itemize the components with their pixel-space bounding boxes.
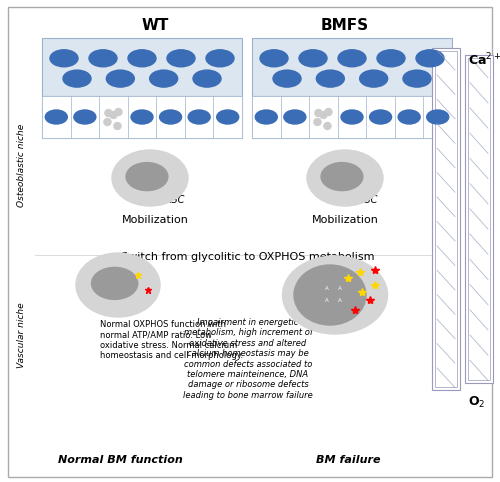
Text: Impairment in energetic
metabolism, high increment of
oxidative stress and alter: Impairment in energetic metabolism, high… [183, 318, 313, 400]
Ellipse shape [131, 110, 153, 124]
Text: Normal BM function: Normal BM function [58, 455, 182, 465]
Ellipse shape [92, 268, 138, 299]
Ellipse shape [260, 50, 288, 67]
Ellipse shape [321, 162, 363, 190]
Ellipse shape [188, 110, 210, 124]
Text: A: A [338, 298, 342, 304]
Bar [468, 58, 490, 380]
Bar [252, 96, 452, 138]
Text: Normal OXPHOS function with
normal ATP/AMP ratio. Low
oxidative stress. Normal c: Normal OXPHOS function with normal ATP/A… [100, 320, 243, 360]
Circle shape [110, 111, 118, 119]
Ellipse shape [398, 110, 420, 124]
Bar [99, 96, 128, 138]
Ellipse shape [126, 162, 168, 190]
Ellipse shape [282, 256, 388, 334]
Ellipse shape [403, 70, 431, 87]
Bar [214, 96, 242, 138]
Ellipse shape [341, 110, 363, 124]
Text: BMFS: BMFS [321, 18, 369, 33]
Ellipse shape [273, 70, 301, 87]
Circle shape [114, 108, 122, 116]
Ellipse shape [89, 50, 117, 67]
Ellipse shape [150, 70, 178, 87]
Circle shape [314, 109, 322, 117]
Text: Switch from glycolitic to OXPHOS metabolism: Switch from glycolitic to OXPHOS metabol… [121, 252, 375, 262]
Ellipse shape [307, 150, 383, 206]
Text: BM failure: BM failure [316, 455, 380, 465]
Ellipse shape [63, 70, 91, 87]
Bar [185, 96, 214, 138]
Bar [366, 96, 395, 138]
Ellipse shape [46, 110, 68, 124]
Ellipse shape [74, 110, 96, 124]
Bar [42, 96, 242, 138]
Text: Mobilization: Mobilization [122, 215, 188, 225]
Ellipse shape [106, 70, 134, 87]
Ellipse shape [360, 70, 388, 87]
Bar [156, 96, 185, 138]
Text: HSC: HSC [358, 195, 378, 205]
Text: Ca$^{2+}$: Ca$^{2+}$ [468, 52, 500, 68]
Text: WT: WT [142, 18, 169, 33]
Bar [252, 38, 452, 96]
Ellipse shape [76, 253, 160, 317]
Text: A: A [325, 286, 329, 292]
Text: A: A [325, 298, 329, 304]
Bar [424, 96, 452, 138]
Text: Osteoblastic niche: Osteoblastic niche [18, 123, 26, 207]
Bar [70, 96, 99, 138]
Text: A: A [338, 286, 342, 292]
Bar [435, 51, 457, 387]
Ellipse shape [112, 150, 188, 206]
Ellipse shape [160, 110, 182, 124]
Bar [465, 55, 493, 383]
Ellipse shape [377, 50, 405, 67]
Ellipse shape [299, 50, 327, 67]
Circle shape [324, 122, 332, 130]
Circle shape [324, 108, 332, 116]
Bar [128, 96, 156, 138]
Circle shape [314, 118, 322, 126]
Ellipse shape [370, 110, 392, 124]
Ellipse shape [284, 110, 306, 124]
Bar [42, 96, 70, 138]
Circle shape [114, 122, 122, 130]
Circle shape [104, 118, 112, 126]
Bar [338, 96, 366, 138]
Bar [252, 96, 280, 138]
Bar [280, 96, 309, 138]
Bar [432, 48, 460, 390]
Ellipse shape [216, 110, 238, 124]
Ellipse shape [316, 70, 344, 87]
Circle shape [320, 111, 328, 119]
Text: HSC: HSC [165, 195, 185, 205]
Text: O$_2$: O$_2$ [468, 395, 485, 410]
Circle shape [104, 109, 112, 117]
Ellipse shape [128, 50, 156, 67]
Bar [309, 96, 338, 138]
Ellipse shape [206, 50, 234, 67]
Ellipse shape [256, 110, 278, 124]
Bar [395, 96, 424, 138]
Ellipse shape [416, 50, 444, 67]
Text: Mobilization: Mobilization [312, 215, 378, 225]
Ellipse shape [426, 110, 448, 124]
Ellipse shape [167, 50, 195, 67]
Ellipse shape [193, 70, 221, 87]
Text: Vascular niche: Vascular niche [18, 302, 26, 368]
Ellipse shape [50, 50, 78, 67]
Ellipse shape [294, 265, 366, 325]
Ellipse shape [338, 50, 366, 67]
Bar [42, 38, 242, 96]
